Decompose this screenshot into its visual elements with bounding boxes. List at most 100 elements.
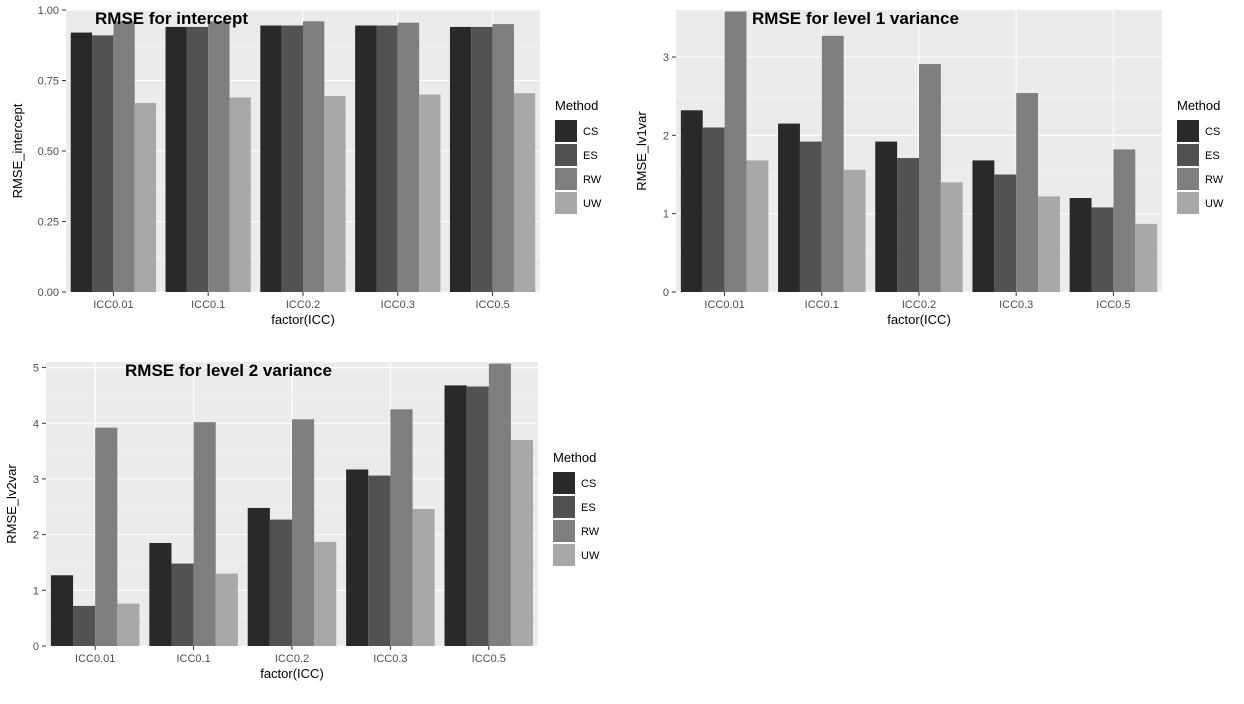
bar-es-icc0-2 bbox=[281, 25, 303, 292]
y-tick-label: 0.25 bbox=[38, 217, 59, 229]
chart-title: RMSE for level 2 variance bbox=[125, 361, 332, 380]
bar-es-icc0-1 bbox=[186, 26, 209, 292]
legend-label-rw: RW bbox=[583, 174, 602, 186]
bar-cs-icc0-5 bbox=[1069, 198, 1092, 292]
bar-rw-icc0-3 bbox=[390, 409, 413, 646]
x-axis-title: factor(ICC) bbox=[260, 666, 324, 681]
legend-key-rw bbox=[1177, 168, 1199, 190]
bar-rw-icc0-1 bbox=[208, 21, 230, 293]
bar-rw-icc0-3 bbox=[1016, 93, 1039, 292]
y-tick-label: 5 bbox=[33, 363, 39, 375]
bar-uw-icc0-01 bbox=[117, 603, 140, 646]
legend-key-cs bbox=[1177, 120, 1199, 142]
bar-rw-icc0-5 bbox=[1113, 149, 1136, 292]
chart-svg: 0 1 2 3 ICC0.01 ICC0.1 ICC0.2 ICC0.3 ICC0.5 facto… bbox=[634, 9, 1224, 327]
bar-uw-icc0-3 bbox=[1038, 196, 1060, 292]
legend-label-uw: UW bbox=[583, 198, 602, 210]
bar-uw-icc0-2 bbox=[314, 541, 337, 646]
bar-rw-icc0-5 bbox=[492, 24, 514, 292]
legend-title: Method bbox=[553, 450, 596, 465]
x-tick-label: ICC0.1 bbox=[191, 299, 225, 311]
legend: Method CS ES RW UW bbox=[555, 98, 602, 214]
y-tick-label: 0.75 bbox=[38, 76, 59, 88]
legend-key-uw bbox=[1177, 192, 1199, 214]
bar-cs-icc0-01 bbox=[50, 575, 74, 646]
legend-label-rw: RW bbox=[1205, 174, 1224, 186]
chart-svg: 0.00 0.25 0.50 0.75 1.00 ICC0.01 ICC0.1 ICC0.2 I… bbox=[10, 5, 602, 327]
bar-cs-icc0-01 bbox=[70, 32, 93, 293]
legend-label-cs: CS bbox=[581, 478, 596, 490]
y-tick-label: 3 bbox=[663, 52, 669, 64]
bar-uw-icc0-2 bbox=[940, 182, 963, 292]
chart-title: RMSE for intercept bbox=[95, 9, 248, 28]
legend-key-es bbox=[555, 144, 577, 166]
y-tick-label: 1 bbox=[33, 585, 39, 597]
legend-key-cs bbox=[555, 120, 577, 142]
y-axis-title: RMSE_lv1var bbox=[634, 111, 649, 191]
legend-title: Method bbox=[555, 98, 598, 113]
bar-uw-icc0-3 bbox=[412, 509, 435, 646]
legend-label-es: ES bbox=[1205, 150, 1220, 162]
x-tick-label: ICC0.01 bbox=[75, 653, 115, 665]
x-tick-label: ICC0.5 bbox=[475, 299, 509, 311]
y-tick-label: 1 bbox=[663, 209, 669, 221]
x-tick-label: ICC0.2 bbox=[902, 299, 936, 311]
bar-cs-icc0-01 bbox=[680, 110, 703, 293]
bar-uw-icc0-01 bbox=[134, 103, 157, 292]
x-tick-label: ICC0.3 bbox=[381, 299, 415, 311]
bar-rw-icc0-1 bbox=[821, 35, 844, 292]
x-tick-label: ICC0.5 bbox=[1096, 299, 1130, 311]
y-tick-label: 1.00 bbox=[38, 5, 59, 17]
legend-key-es bbox=[1177, 144, 1199, 166]
y-axis-title: RMSE_lv2var bbox=[4, 464, 19, 544]
bar-rw-icc0-5 bbox=[488, 363, 511, 646]
y-tick-label: 0 bbox=[663, 287, 669, 299]
x-axis-title: factor(ICC) bbox=[271, 312, 335, 327]
legend: Method CS ES RW UW bbox=[1177, 98, 1224, 214]
bar-cs-icc0-1 bbox=[149, 542, 172, 646]
bar-es-icc0-01 bbox=[702, 127, 725, 292]
bar-cs-icc0-3 bbox=[346, 469, 369, 646]
y-tick-label: 0.50 bbox=[38, 146, 59, 158]
bar-rw-icc0-2 bbox=[292, 419, 315, 646]
bar-cs-icc0-5 bbox=[444, 385, 467, 646]
legend-key-cs bbox=[553, 472, 575, 494]
bar-rw-icc0-2 bbox=[919, 64, 941, 292]
y-tick-label: 3 bbox=[33, 474, 39, 486]
legend-label-uw: UW bbox=[1205, 198, 1224, 210]
bar-uw-icc0-1 bbox=[229, 97, 251, 292]
x-tick-label: ICC0.1 bbox=[805, 299, 839, 311]
bar-uw-icc0-5 bbox=[510, 439, 534, 646]
bar-cs-icc0-3 bbox=[355, 25, 377, 292]
x-axis-title: factor(ICC) bbox=[887, 312, 951, 327]
x-tick-label: ICC0.5 bbox=[472, 653, 506, 665]
bar-cs-icc0-2 bbox=[260, 25, 282, 292]
x-tick-label: ICC0.3 bbox=[373, 653, 407, 665]
bar-cs-icc0-3 bbox=[972, 160, 995, 292]
bar-uw-icc0-1 bbox=[215, 573, 238, 646]
legend-label-es: ES bbox=[583, 150, 598, 162]
bar-es-icc0-5 bbox=[1091, 207, 1114, 292]
legend-label-es: ES bbox=[581, 502, 596, 514]
x-tick-label: ICC0.2 bbox=[286, 299, 320, 311]
bar-cs-icc0-2 bbox=[247, 507, 270, 646]
bar-uw-icc0-5 bbox=[513, 93, 536, 292]
bar-rw-icc0-01 bbox=[724, 11, 747, 292]
bar-uw-icc0-01 bbox=[746, 160, 769, 292]
bar-rw-icc0-3 bbox=[397, 22, 420, 292]
chart-rmse-level1-variance: 0 1 2 3 ICC0.01 ICC0.1 ICC0.2 ICC0.3 ICC0.5 facto… bbox=[622, 0, 1244, 350]
bar-rw-icc0-1 bbox=[193, 422, 216, 646]
bar-rw-icc0-01 bbox=[113, 21, 135, 293]
chart-title: RMSE for level 1 variance bbox=[752, 9, 959, 28]
x-tick-label: ICC0.01 bbox=[93, 299, 133, 311]
y-tick-label: 0.00 bbox=[38, 287, 59, 299]
legend-label-cs: CS bbox=[583, 126, 598, 138]
bar-uw-icc0-5 bbox=[1135, 223, 1158, 292]
bar-cs-icc0-5 bbox=[449, 26, 472, 292]
bar-cs-icc0-1 bbox=[778, 123, 800, 292]
x-tick-label: ICC0.2 bbox=[275, 653, 309, 665]
bar-rw-icc0-2 bbox=[303, 21, 325, 293]
bar-es-icc0-3 bbox=[376, 25, 398, 292]
legend-label-cs: CS bbox=[1205, 126, 1220, 138]
legend-label-rw: RW bbox=[581, 526, 600, 538]
